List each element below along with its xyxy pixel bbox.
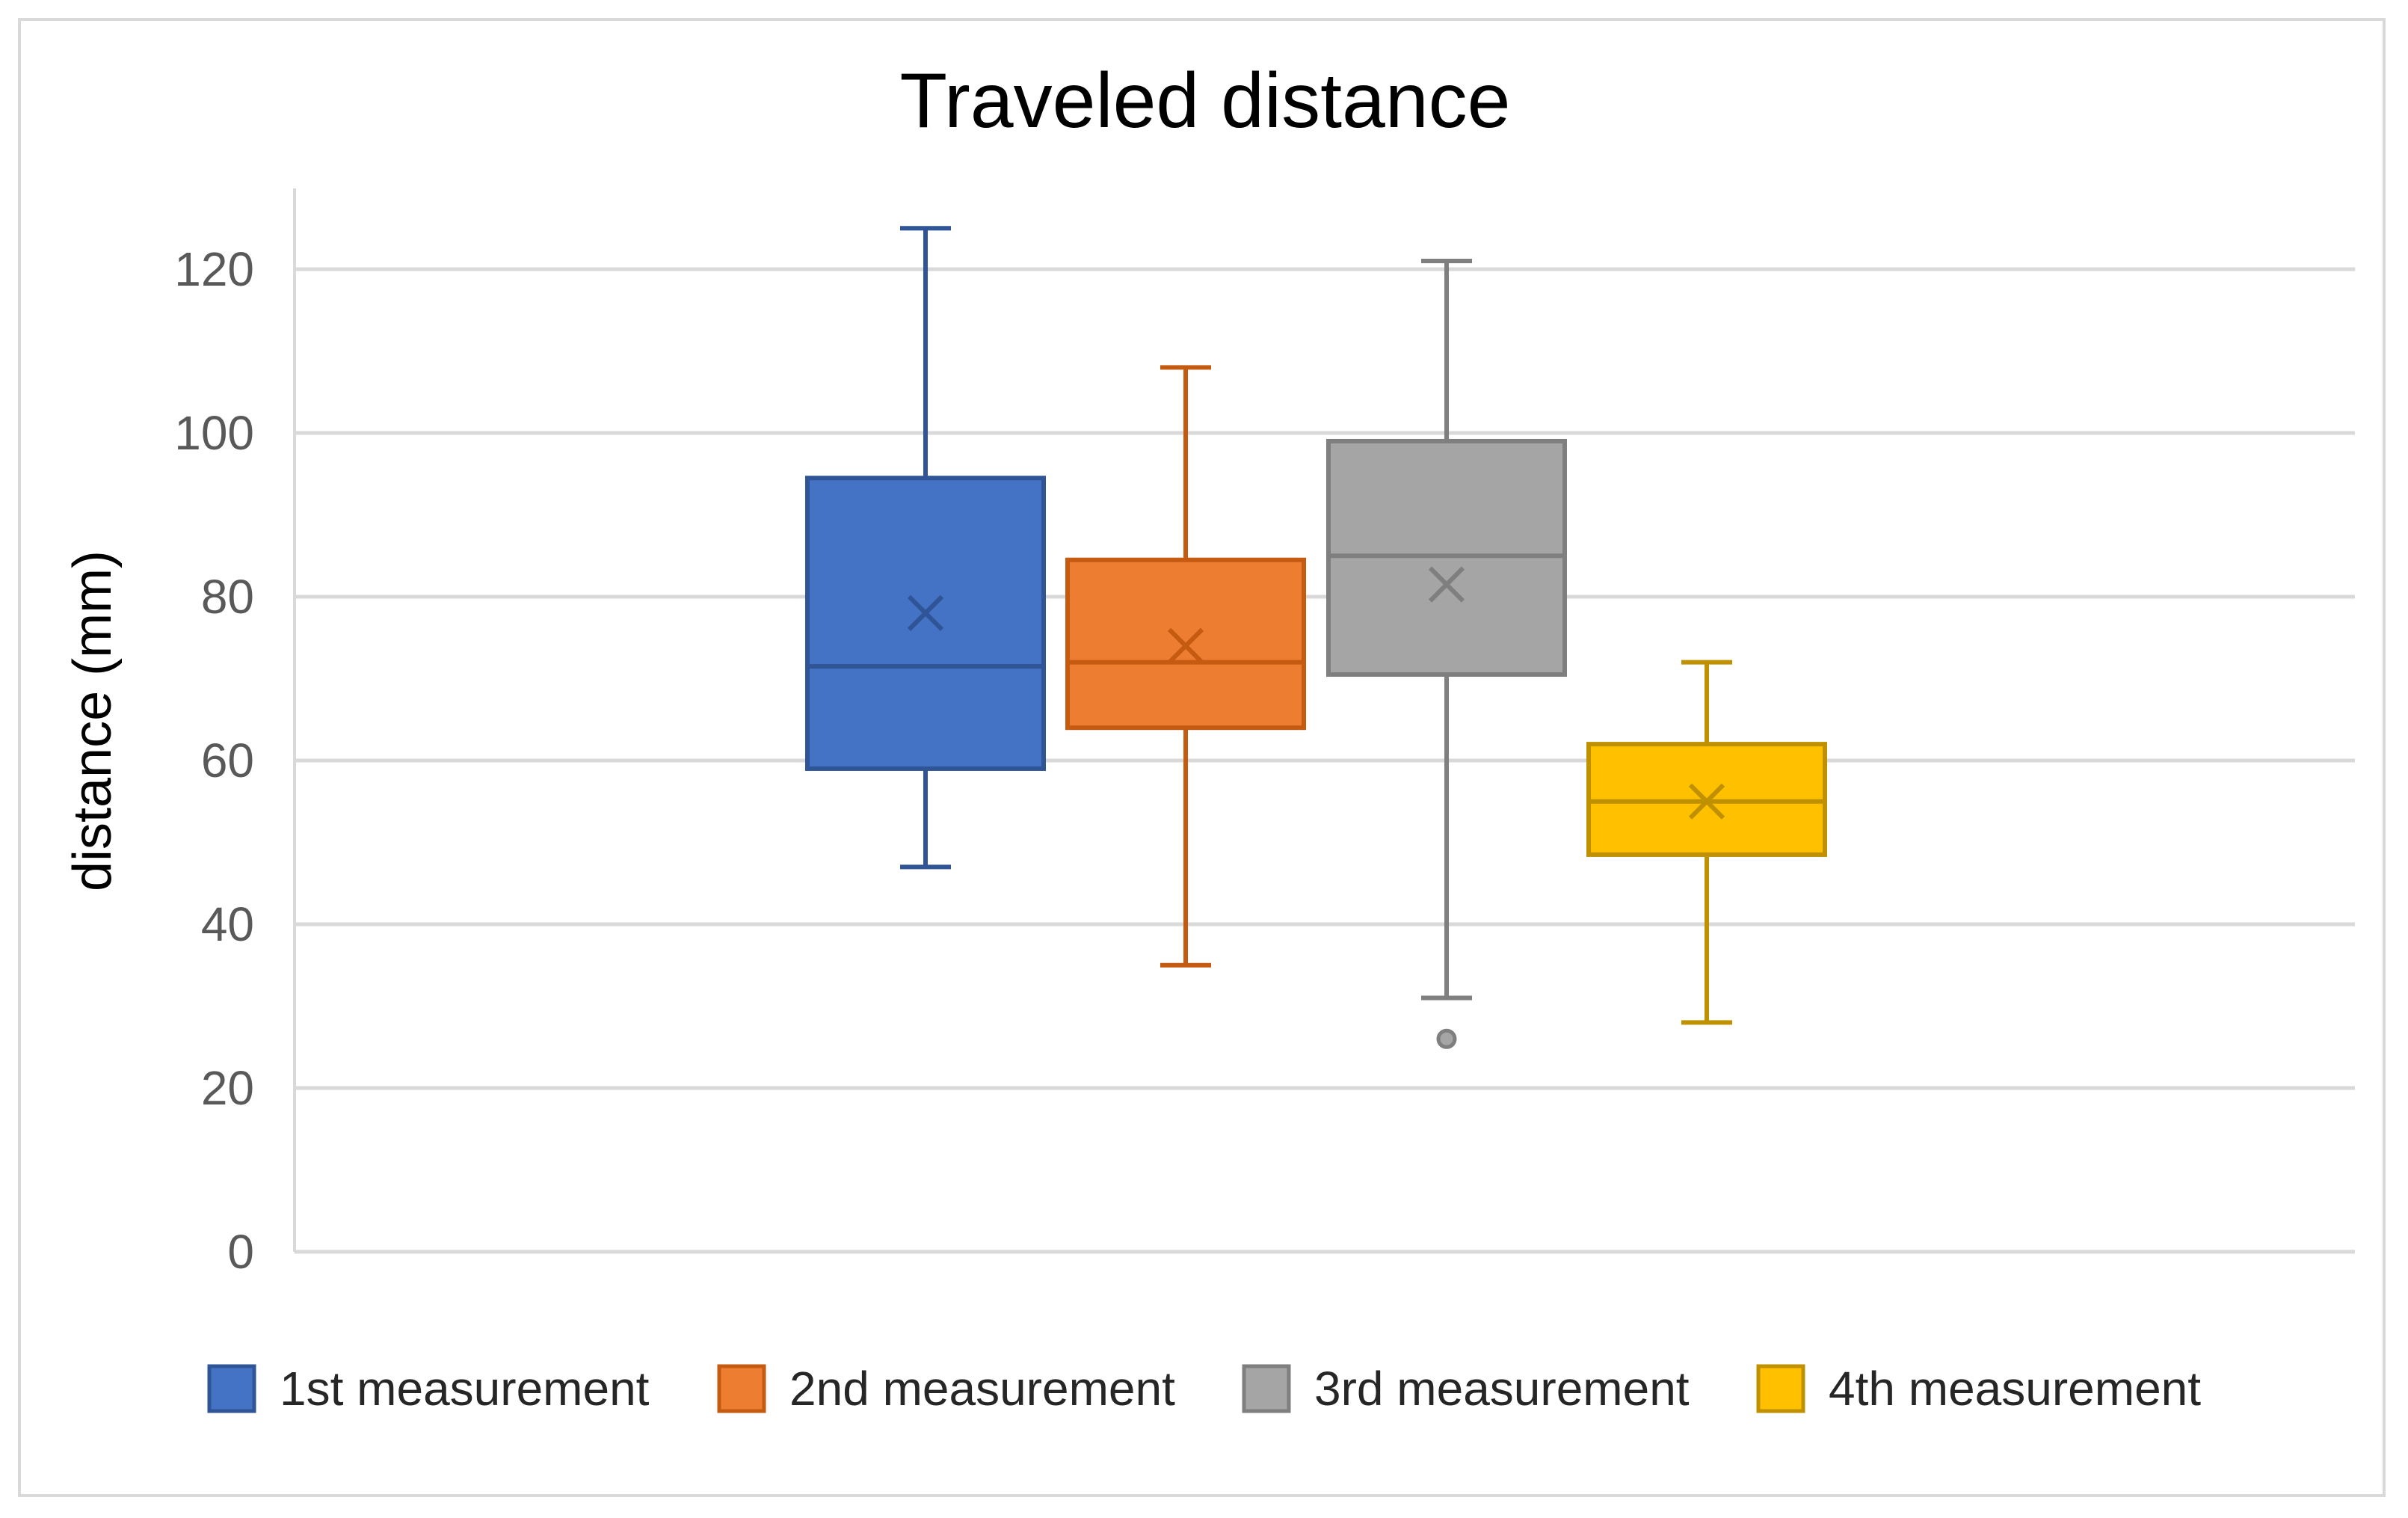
- legend-item-2: 2nd measurement: [717, 1362, 1175, 1416]
- gridlines: [295, 267, 2355, 1254]
- legend-label: 1st measurement: [280, 1362, 650, 1416]
- legend-item-1: 1st measurement: [207, 1362, 650, 1416]
- mean-marker-b: [1167, 627, 1204, 664]
- legend: 1st measurement 2nd measurement 3rd measur…: [207, 1362, 2201, 1416]
- legend-label: 2nd measurement: [789, 1362, 1175, 1416]
- y-tick-label-100: 100: [174, 406, 254, 460]
- y-axis-ticks: 0 20 40 60 80 100 120: [174, 242, 254, 1279]
- mean-marker-b: [907, 594, 944, 632]
- mean-marker-b: [1428, 566, 1465, 603]
- iqr-box: [805, 476, 1046, 771]
- chart-title: Traveled distance: [899, 58, 1510, 144]
- box-4: [1586, 660, 1827, 1025]
- y-tick-label-20: 20: [201, 1061, 254, 1115]
- legend-item-4: 4th measurement: [1756, 1362, 2201, 1416]
- box-3: [1326, 259, 1567, 1049]
- y-tick-label-0: 0: [227, 1225, 254, 1279]
- legend-swatch: [1756, 1364, 1805, 1413]
- boxes: [805, 226, 1827, 1049]
- mean-marker-b: [1688, 783, 1725, 820]
- legend-swatch: [717, 1364, 766, 1413]
- y-axis-label: distance (mm): [63, 550, 123, 891]
- box-2: [1065, 365, 1306, 968]
- legend-label: 4th measurement: [1829, 1362, 2201, 1416]
- outlier-point: [1436, 1028, 1457, 1049]
- legend-swatch: [1242, 1364, 1291, 1413]
- box-1: [805, 226, 1046, 870]
- y-tick-label-80: 80: [201, 570, 254, 624]
- legend-item-3: 3rd measurement: [1242, 1362, 1690, 1416]
- y-tick-label-60: 60: [201, 734, 254, 787]
- legend-swatch: [207, 1364, 256, 1413]
- legend-label: 3rd measurement: [1314, 1362, 1690, 1416]
- y-tick-label-40: 40: [201, 897, 254, 951]
- y-tick-label-120: 120: [174, 242, 254, 296]
